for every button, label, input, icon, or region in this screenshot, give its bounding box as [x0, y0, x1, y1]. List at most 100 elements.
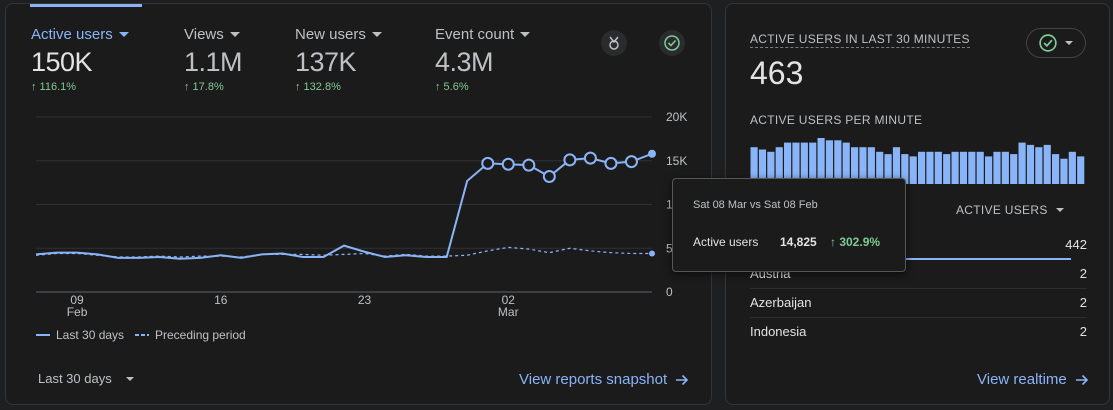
- date-range-value: Last 30 days: [38, 371, 112, 386]
- metric-value: 137K: [295, 47, 357, 77]
- per-minute-bar: [951, 151, 959, 184]
- caret-down-icon: [229, 32, 240, 37]
- metric-label: Views: [184, 26, 224, 43]
- per-minute-bar: [867, 147, 875, 184]
- metric-change: ↑ 5.6%: [435, 81, 469, 93]
- arrow-right-icon: [676, 374, 689, 385]
- metric-change: ↑ 17.8%: [184, 81, 224, 93]
- metric-new-users[interactable]: New users 137K ↑ 132.8%: [295, 26, 382, 93]
- check-circle-icon: [1039, 34, 1057, 52]
- per-minute-bar: [1060, 158, 1068, 184]
- row-country: Azerbaijan: [750, 295, 812, 310]
- per-minute-bar: [959, 151, 968, 184]
- metric-event-count[interactable]: Event count 4.3M ↑ 5.6%: [435, 26, 531, 93]
- per-minute-bar: [784, 142, 792, 184]
- per-minute-bar: [1035, 147, 1043, 184]
- per-minute-bar: [901, 154, 909, 184]
- per-minute-bar: [792, 142, 800, 184]
- y-tick-label: 20K: [666, 110, 687, 124]
- row-country: Indonesia: [750, 324, 807, 339]
- per-minute-bar: [876, 151, 884, 184]
- metric-views[interactable]: Views 1.1M ↑ 17.8%: [184, 26, 243, 93]
- per-minute-bar: [918, 151, 926, 184]
- row-value: 2: [1079, 324, 1087, 339]
- per-minute-bar: [1052, 154, 1060, 184]
- metric-label: New users: [295, 26, 366, 43]
- per-minute-bar: [775, 147, 783, 184]
- per-minute-bar: [750, 147, 758, 184]
- metric-value: 4.3M: [435, 47, 494, 77]
- data-point: [604, 156, 618, 170]
- data-point: [648, 149, 656, 158]
- x-tick-label: 09: [70, 293, 84, 307]
- per-minute-bar: [817, 138, 825, 184]
- tooltip-metric-label: Active users: [693, 235, 759, 249]
- status-button[interactable]: [659, 30, 685, 56]
- y-tick-label: 15K: [666, 154, 687, 168]
- line-chart: 20K15K10K5K009Feb162302Mar: [35, 110, 687, 319]
- metric-label: Active users: [31, 26, 113, 43]
- per-minute-bar: [834, 140, 842, 184]
- caret-down-icon: [1065, 41, 1073, 45]
- sparkle-icon: [609, 36, 619, 50]
- per-minute-bar: [800, 142, 808, 184]
- solid-line-swatch: [36, 334, 50, 336]
- check-circle-icon: [664, 35, 680, 51]
- per-minute-bar: [842, 142, 850, 184]
- per-minute-bar: [1001, 151, 1009, 184]
- data-point: [649, 250, 655, 257]
- realtime-title: ACTIVE USERS IN LAST 30 MINUTES: [750, 32, 970, 48]
- column-header-active-users[interactable]: ACTIVE USERS: [956, 203, 1064, 217]
- per-minute-bar: [809, 142, 817, 184]
- date-range-dropdown[interactable]: Last 30 days: [38, 371, 134, 386]
- view-realtime-link[interactable]: View realtime: [977, 371, 1089, 388]
- metric-active-users[interactable]: Active users 150K ↑ 116.1%: [31, 26, 129, 93]
- arrow-right-icon: [1075, 374, 1088, 385]
- per-minute-bar: [1077, 156, 1085, 184]
- per-minute-bar: [968, 151, 976, 184]
- legend-label: Last 30 days: [56, 328, 125, 342]
- legend-last-30-days: Last 30 days: [36, 328, 124, 342]
- data-point: [563, 153, 577, 167]
- per-minute-bar: [859, 147, 867, 184]
- per-minute-bar: [1043, 144, 1051, 184]
- active-tab-indicator: [30, 4, 142, 7]
- row-value-bar: [750, 258, 1071, 260]
- x-tick-label: 16: [214, 293, 228, 307]
- per-minute-bar: [926, 151, 934, 184]
- last-30-days-line: [35, 152, 653, 260]
- data-point: [501, 157, 515, 171]
- x-tick-month-label: Feb: [67, 305, 88, 319]
- row-divider: [750, 317, 1087, 318]
- row-divider: [750, 288, 1087, 289]
- metric-label: Event count: [435, 26, 515, 43]
- per-minute-bar: [1010, 154, 1018, 184]
- view-reports-snapshot-link[interactable]: View reports snapshot: [519, 371, 689, 388]
- per-minute-bar: [976, 151, 984, 184]
- x-tick-label: 23: [358, 293, 372, 307]
- overview-card: Active users 150K ↑ 116.1% Views 1.1M ↑ …: [5, 3, 712, 405]
- per-minute-bar: [825, 140, 834, 184]
- per-minute-bar: [1018, 142, 1026, 184]
- metric-value: 150K: [31, 47, 93, 77]
- per-minute-bar: [758, 149, 767, 184]
- row-value: 2: [1079, 266, 1087, 281]
- realtime-value: 463: [750, 55, 804, 91]
- data-point: [583, 151, 597, 165]
- y-tick-label: 0: [666, 285, 673, 299]
- data-point: [542, 170, 556, 183]
- insights-button[interactable]: [601, 30, 627, 56]
- x-tick-label: 02: [502, 293, 516, 307]
- dashed-line-swatch: [135, 334, 149, 336]
- per-minute-bar: [851, 147, 859, 184]
- data-point: [624, 155, 638, 169]
- realtime-status-dropdown[interactable]: [1026, 28, 1086, 58]
- legend-preceding-period: Preceding period: [135, 328, 246, 342]
- per-minute-bar: [767, 151, 775, 184]
- per-minute-bar-chart: [750, 138, 1085, 184]
- per-minute-bar: [985, 156, 993, 184]
- data-point: [481, 156, 495, 170]
- caret-down-icon: [118, 32, 129, 37]
- caret-down-icon: [520, 32, 531, 37]
- row-value: 442: [1065, 237, 1087, 252]
